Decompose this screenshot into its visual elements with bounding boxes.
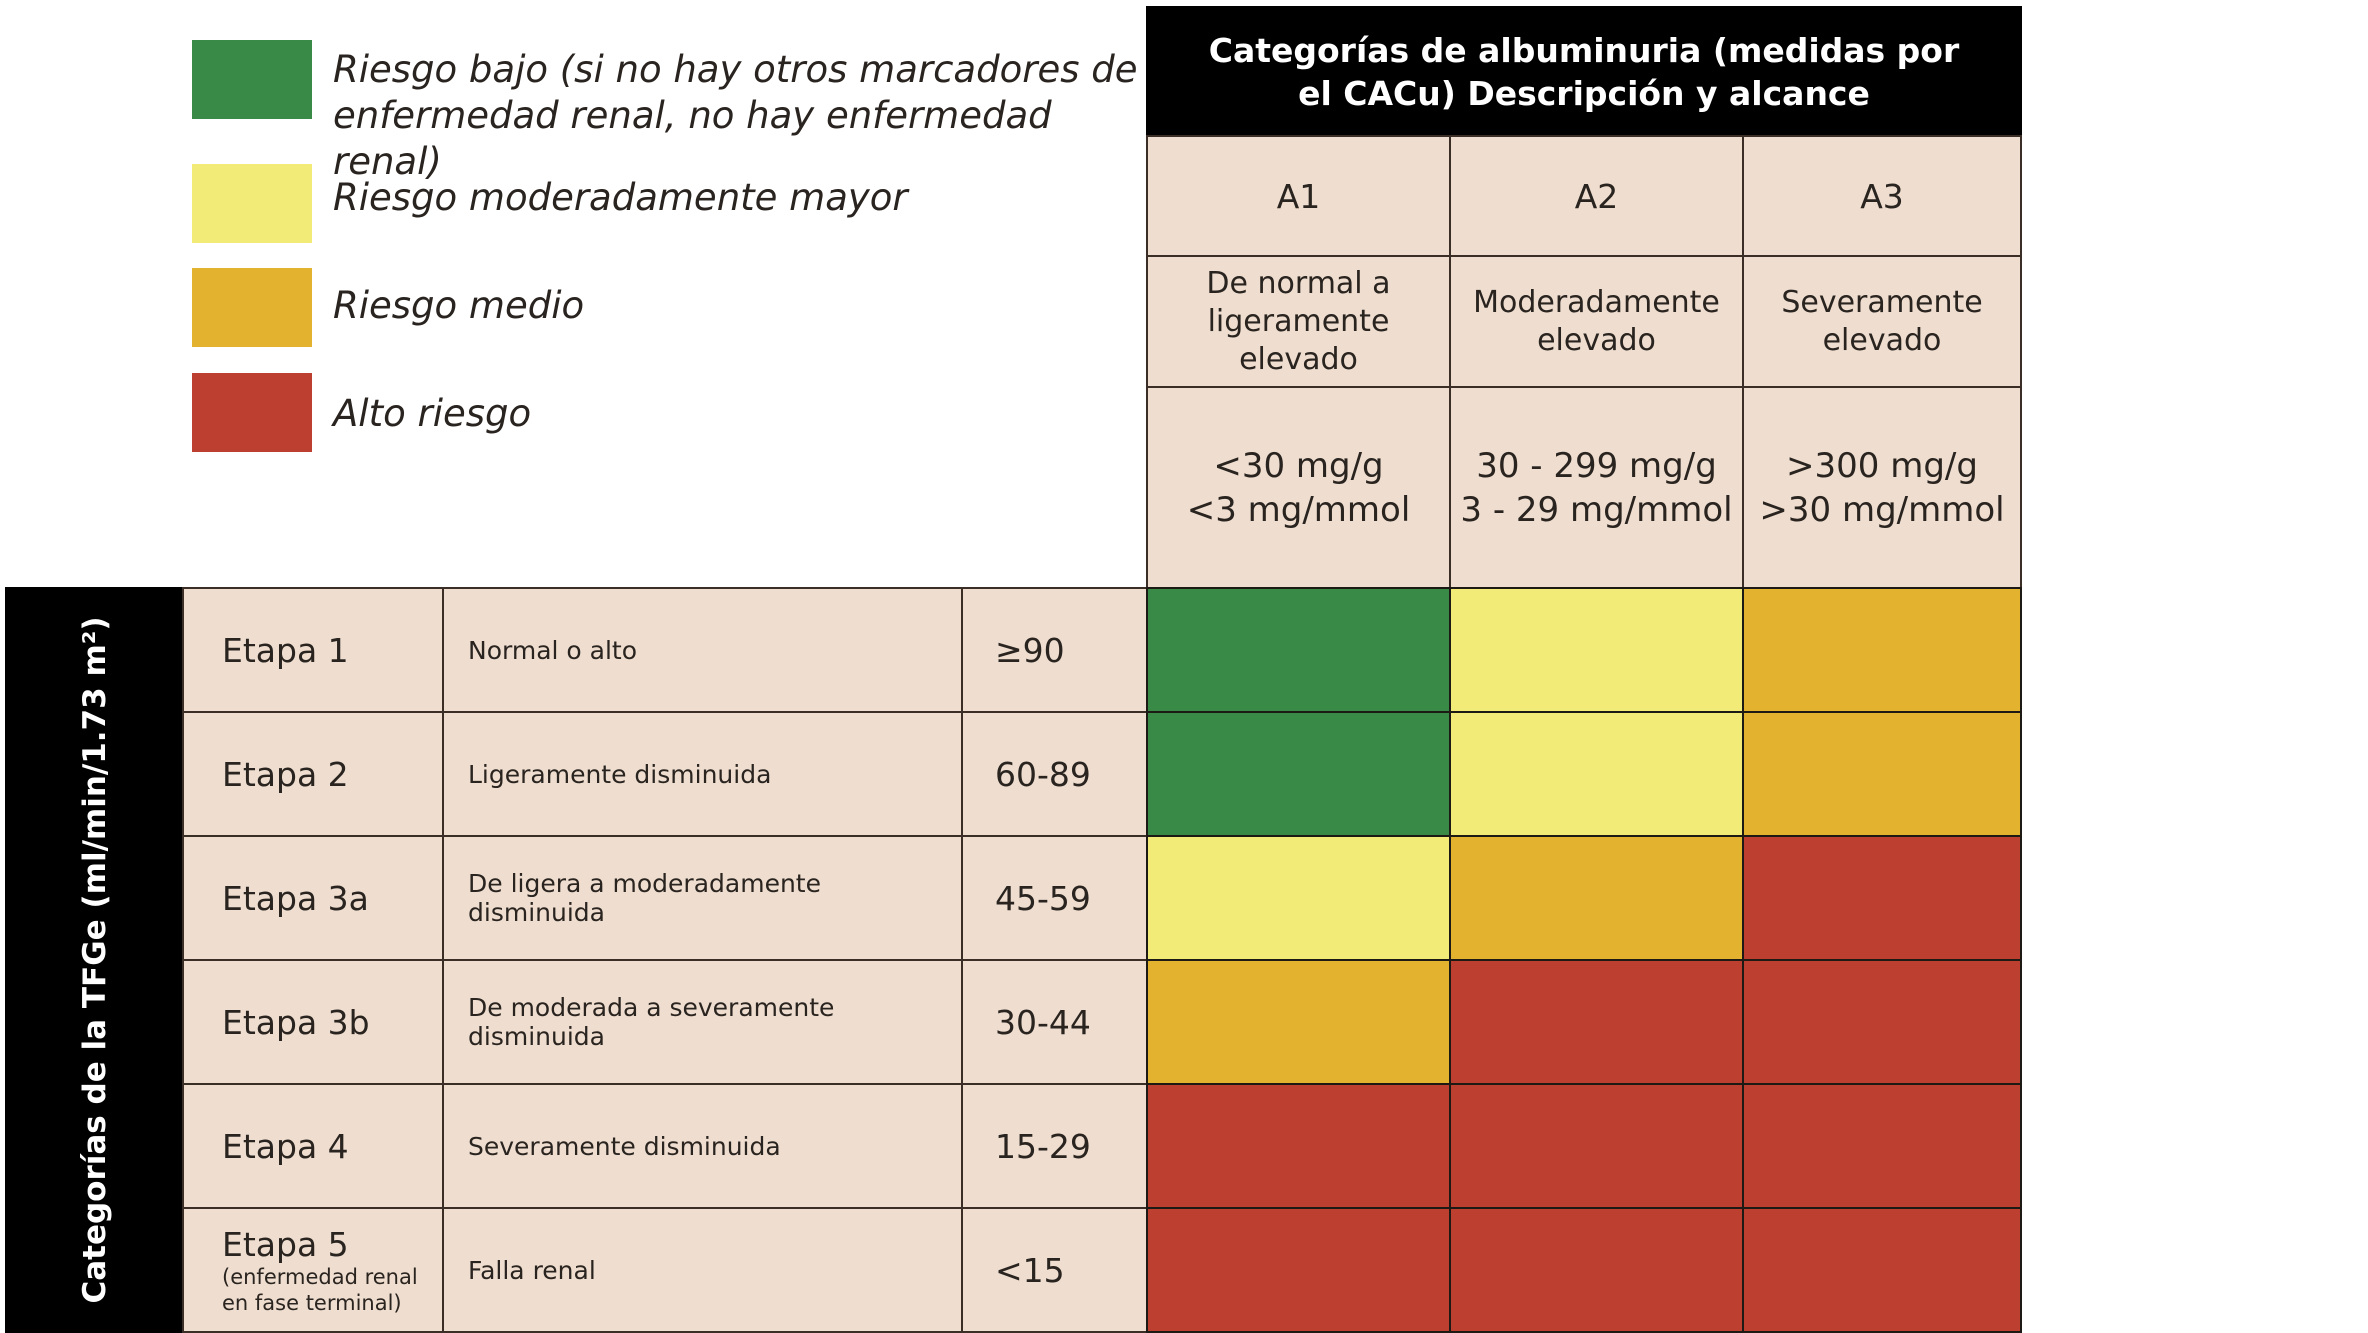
legend-label-moderate: Riesgo moderadamente mayor: [333, 176, 908, 219]
gfr-desc-cell: De moderada a severamente disminuida: [442, 959, 963, 1085]
gfr-desc-cell: Severamente disminuida: [442, 1083, 963, 1209]
risk-cell-a3: [1742, 711, 2022, 837]
risk-cell-a2: [1449, 1083, 1744, 1209]
risk-cell-a3: [1742, 835, 2022, 961]
gfr-value-cell: <15: [961, 1207, 1148, 1333]
albuminuria-desc-a1-line1: De normal a: [1206, 265, 1391, 301]
albuminuria-range-a3: >300 mg/g >30 mg/mmol: [1742, 386, 2022, 589]
gfr-value-cell: 15-29: [961, 1083, 1148, 1209]
legend-swatch-medium: [192, 268, 312, 347]
legend-label-low-line1: Riesgo bajo (si no hay otros marcadores …: [333, 48, 1138, 91]
gfr-stage-cell: Etapa 3a: [182, 835, 444, 961]
gfr-stage-cell: Etapa 3b: [182, 959, 444, 1085]
albuminuria-range-a3-line2: >30 mg/mmol: [1759, 489, 2005, 530]
gfr-stage-cell: Etapa 4: [182, 1083, 444, 1209]
gfr-stage-label: Etapa 1: [222, 630, 349, 670]
albuminuria-code-a3: A3: [1742, 135, 2022, 257]
albuminuria-range-a1-line2: <3 mg/mmol: [1186, 489, 1411, 530]
legend: Riesgo bajo (si no hay otros marcadores …: [0, 0, 1140, 480]
gfr-stage-label: Etapa 2: [222, 754, 349, 794]
gfr-stage-cell: Etapa 5 (enfermedad renal en fase termin…: [182, 1207, 444, 1333]
gfr-value-cell: 45-59: [961, 835, 1148, 961]
gfr-desc-cell: Falla renal: [442, 1207, 963, 1333]
legend-label-high: Alto riesgo: [333, 392, 532, 435]
albuminuria-desc-a1-line2: ligeramente elevado: [1207, 303, 1390, 377]
gfr-stage-label: Etapa 4: [222, 1126, 349, 1166]
albuminuria-range-a2-line2: 3 - 29 mg/mmol: [1460, 489, 1733, 530]
albuminuria-range-a3-line1: >300 mg/g: [1786, 445, 1978, 486]
legend-label-low-line2: enfermedad renal, no hay enfermedad rena…: [333, 94, 1052, 183]
albuminuria-code-a2: A2: [1449, 135, 1744, 257]
albuminuria-desc-a1: De normal a ligeramente elevado: [1146, 255, 1451, 388]
risk-cell-a2: [1449, 959, 1744, 1085]
gfr-stage-label: Etapa 5: [222, 1224, 349, 1264]
risk-cell-a1: [1146, 835, 1451, 961]
risk-cell-a1: [1146, 1083, 1451, 1209]
albuminuria-desc-a2: Moderadamente elevado: [1449, 255, 1744, 388]
legend-swatch-low: [192, 40, 312, 119]
legend-label-medium: Riesgo medio: [333, 284, 585, 327]
albuminuria-desc-a3: Severamente elevado: [1742, 255, 2022, 388]
gfr-axis-bar: Categorías de la TFGe (ml/min/1.73 m²): [5, 587, 185, 1333]
gfr-stage-cell: Etapa 1: [182, 587, 444, 713]
gfr-value-cell: ≥90: [961, 587, 1148, 713]
albuminuria-title-line2: el CACu) Descripción y alcance: [1298, 73, 1870, 113]
gfr-stage-label: Etapa 3b: [222, 1002, 370, 1042]
gfr-axis-label: Categorías de la TFGe (ml/min/1.73 m²): [77, 616, 113, 1304]
albuminuria-range-a2-line1: 30 - 299 mg/g: [1476, 445, 1717, 486]
gfr-stage-sub1: (enfermedad renal: [222, 1264, 418, 1289]
gfr-value-cell: 60-89: [961, 711, 1148, 837]
gfr-value-cell: 30-44: [961, 959, 1148, 1085]
gfr-stage-cell: Etapa 2: [182, 711, 444, 837]
risk-cell-a1: [1146, 959, 1451, 1085]
albuminuria-range-a1-line1: <30 mg/g: [1213, 445, 1384, 486]
albuminuria-header: Categorías de albuminuria (medidas por e…: [1146, 6, 2022, 137]
risk-cell-a3: [1742, 1083, 2022, 1209]
legend-label-low: Riesgo bajo (si no hay otros marcadores …: [333, 47, 1140, 185]
gfr-desc-cell: Ligeramente disminuida: [442, 711, 963, 837]
albuminuria-desc-a3-line1: Severamente: [1781, 284, 1983, 320]
legend-swatch-moderate: [192, 164, 312, 243]
albuminuria-code-a1: A1: [1146, 135, 1451, 257]
risk-cell-a3: [1742, 587, 2022, 713]
gfr-desc-cell: De ligera a moderadamente disminuida: [442, 835, 963, 961]
risk-cell-a2: [1449, 835, 1744, 961]
risk-cell-a2: [1449, 711, 1744, 837]
risk-cell-a3: [1742, 1207, 2022, 1333]
albuminuria-desc-a2-line1: Moderadamente: [1473, 284, 1720, 320]
albuminuria-desc-a2-line2: elevado: [1537, 322, 1656, 358]
albuminuria-title-line1: Categorías de albuminuria (medidas por: [1208, 30, 1960, 70]
risk-cell-a1: [1146, 711, 1451, 837]
gfr-stage-label: Etapa 3a: [222, 878, 369, 918]
risk-cell-a1: [1146, 1207, 1451, 1333]
albuminuria-range-a1: <30 mg/g <3 mg/mmol: [1146, 386, 1451, 589]
gfr-stage-sub2: en fase terminal): [222, 1290, 402, 1315]
risk-cell-a1: [1146, 587, 1451, 713]
gfr-desc-cell: Normal o alto: [442, 587, 963, 713]
risk-cell-a2: [1449, 587, 1744, 713]
risk-cell-a3: [1742, 959, 2022, 1085]
risk-cell-a2: [1449, 1207, 1744, 1333]
legend-swatch-high: [192, 373, 312, 452]
albuminuria-range-a2: 30 - 299 mg/g 3 - 29 mg/mmol: [1449, 386, 1744, 589]
albuminuria-desc-a3-line2: elevado: [1822, 322, 1942, 358]
